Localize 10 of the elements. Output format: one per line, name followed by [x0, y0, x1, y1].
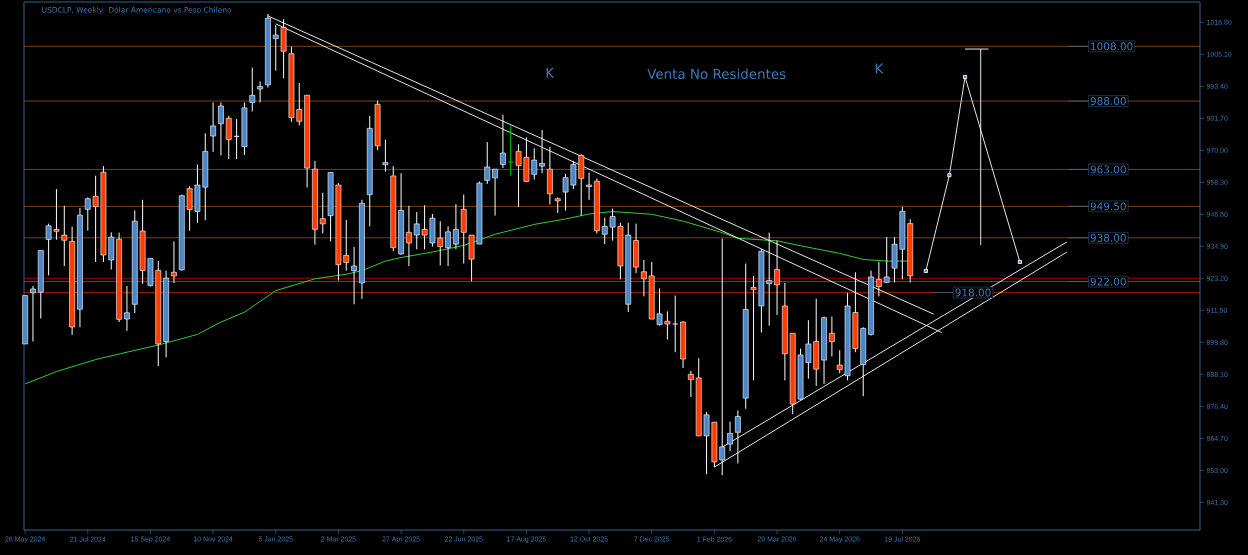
- ref-line-label: 918.00: [955, 288, 991, 297]
- ref-line-label: 963.00: [1090, 165, 1126, 174]
- ref-line-label: 1008.00: [1091, 42, 1133, 51]
- ref-line-label: 922.00: [1090, 277, 1126, 286]
- annotation: K: [546, 67, 555, 78]
- ref-line-label: 988.00: [1090, 97, 1126, 105]
- annotation: K: [875, 63, 884, 74]
- ref-line-label: 938.00: [1090, 233, 1126, 242]
- ref-line-label: 949.50: [1090, 202, 1126, 211]
- annotation: Venta No Residentes: [647, 68, 786, 79]
